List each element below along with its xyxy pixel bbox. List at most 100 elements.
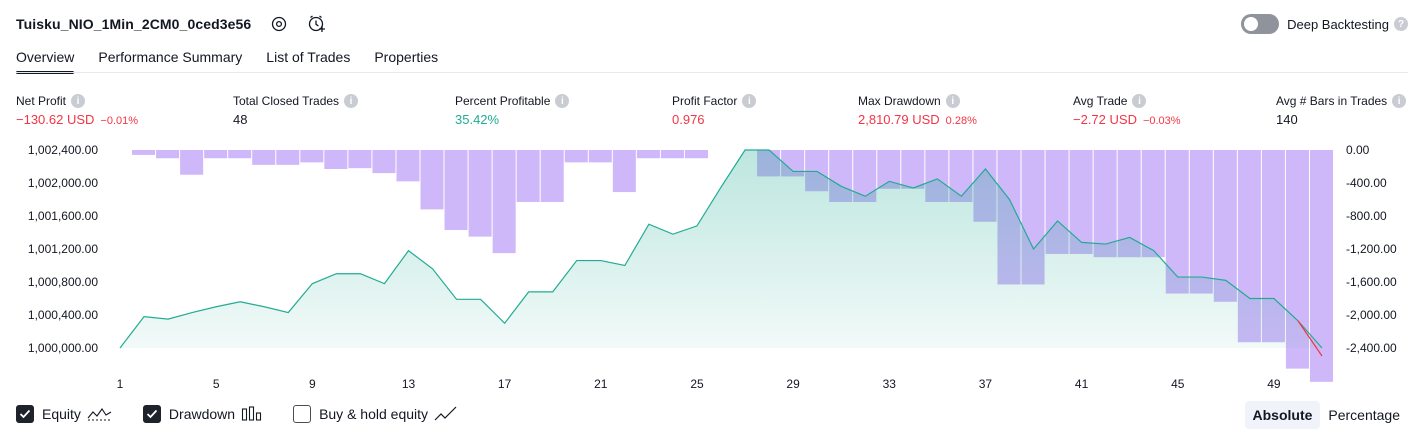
x-axis-tick: 5 <box>213 377 220 391</box>
metric-percent-profitable: Percent Profitable i 35.42% <box>455 92 570 127</box>
metric-value: 0.976 <box>672 112 705 127</box>
metric-net-profit: Net Profit i −130.62 USD −0.01% <box>16 92 138 127</box>
x-axis-tick: 45 <box>1171 377 1185 391</box>
left-axis-tick: 1,002,400.00 <box>28 143 98 157</box>
legend-label: Equity <box>42 406 81 422</box>
drawdown-bar <box>660 150 684 159</box>
deep-backtesting: Deep Backtesting ? <box>1241 12 1408 36</box>
drawdown-bar <box>204 150 228 159</box>
metric-value: −2.72 USD <box>1073 112 1137 127</box>
drawdown-bar <box>588 150 612 163</box>
drawdown-bar <box>853 150 877 202</box>
tab-bar: Overview Performance Summary List of Tra… <box>16 44 462 74</box>
help-icon[interactable]: ? <box>1394 17 1408 31</box>
drawdown-bar <box>1213 150 1237 302</box>
right-axis-tick: -2,400.00 <box>1346 341 1397 355</box>
tab-list-of-trades[interactable]: List of Trades <box>266 49 351 65</box>
tab-performance-summary[interactable]: Performance Summary <box>98 49 243 65</box>
drawdown-bar <box>324 150 348 169</box>
right-axis-tick: -1,600.00 <box>1346 275 1397 289</box>
toggle-knob <box>1244 17 1259 31</box>
x-axis-tick: 21 <box>594 377 608 391</box>
scale-mode: Absolute Percentage <box>1244 401 1409 429</box>
legend-buy-hold[interactable]: Buy & hold equity <box>293 405 458 423</box>
metric-avg-bars: Avg # Bars in Trades i 140 <box>1276 92 1407 127</box>
x-axis-tick: 1 <box>117 377 124 391</box>
metrics-bar: Net Profit i −130.62 USD −0.01% Total Clos… <box>0 92 1424 136</box>
x-axis-tick: 9 <box>309 377 316 391</box>
right-axis-tick: 0.00 <box>1346 143 1370 157</box>
drawdown-bar <box>684 150 708 159</box>
absolute-button[interactable]: Absolute <box>1244 401 1321 429</box>
drawdown-bar <box>300 150 324 163</box>
drawdown-bar <box>901 150 925 189</box>
metric-value: 35.42% <box>455 112 500 127</box>
drawdown-checkbox[interactable] <box>142 405 161 423</box>
drawdown-bar <box>1261 150 1285 343</box>
drawdown-bar <box>228 150 252 159</box>
drawdown-bar <box>612 150 636 193</box>
drawdown-bar <box>492 150 516 254</box>
drawdown-bar <box>949 150 973 202</box>
drawdown-bar <box>252 150 276 165</box>
legend-drawdown[interactable]: Drawdown <box>142 405 263 423</box>
buy-hold-icon <box>434 406 458 422</box>
percentage-button[interactable]: Percentage <box>1328 407 1400 423</box>
legend-label: Drawdown <box>168 406 236 422</box>
left-axis-tick: 1,000,400.00 <box>28 308 98 322</box>
metric-label: Percent Profitable <box>455 94 551 108</box>
info-icon[interactable]: i <box>555 94 570 108</box>
drawdown-bar <box>444 150 468 231</box>
left-axis-tick: 1,001,200.00 <box>28 242 98 256</box>
metric-value: −130.62 USD <box>16 112 95 127</box>
x-axis-tick: 25 <box>690 377 704 391</box>
settings-icon[interactable] <box>269 14 289 34</box>
info-icon[interactable]: i <box>71 94 86 108</box>
drawdown-bar <box>1189 150 1213 294</box>
add-alert-icon[interactable] <box>307 14 327 34</box>
buy-hold-checkbox[interactable] <box>293 405 312 423</box>
drawdown-bar <box>420 150 444 210</box>
right-axis-tick: -2,000.00 <box>1346 308 1397 322</box>
metric-profit-factor: Profit Factor i 0.976 <box>672 92 757 127</box>
drawdown-icon <box>241 406 263 422</box>
x-axis-tick: 37 <box>979 377 993 391</box>
drawdown-bar <box>1117 150 1141 258</box>
drawdown-bar <box>1285 150 1309 369</box>
equity-icon <box>87 406 113 422</box>
tab-properties[interactable]: Properties <box>374 49 439 65</box>
chart-legend: Equity Drawdown Buy & hold equity <box>16 403 488 425</box>
drawdown-bar <box>468 150 492 237</box>
info-icon[interactable]: i <box>1132 94 1147 108</box>
strategy-title: Tuisku_NIO_1Min_2CM0_0ced3e56 <box>16 16 252 32</box>
equity-drawdown-chart[interactable]: 1,002,400.00 1,002,000.00 1,001,600.00 1,00… <box>0 140 1424 400</box>
metric-sub-value: −0.01% <box>100 115 139 127</box>
drawdown-bar <box>1069 150 1093 254</box>
equity-checkbox[interactable] <box>16 405 34 423</box>
legend-label: Buy & hold equity <box>319 406 429 422</box>
info-icon[interactable]: i <box>742 94 757 108</box>
info-icon[interactable]: i <box>344 94 359 108</box>
tab-overview[interactable]: Overview <box>16 44 75 74</box>
x-axis-tick: 49 <box>1267 377 1281 391</box>
drawdown-bar <box>132 150 156 155</box>
deep-backtesting-toggle[interactable] <box>1241 14 1280 34</box>
drawdown-bar <box>1165 150 1189 294</box>
metric-total-closed-trades: Total Closed Trades i 48 <box>233 92 359 127</box>
info-icon[interactable]: i <box>1392 94 1407 108</box>
equity-tail-line <box>1297 320 1323 357</box>
drawdown-bar <box>276 150 300 165</box>
x-axis-tick: 41 <box>1075 377 1089 391</box>
metric-max-drawdown: Max Drawdown i 2,810.79 USD 0.28% <box>858 92 977 127</box>
x-axis-tick: 29 <box>786 377 800 391</box>
info-icon[interactable]: i <box>945 94 960 108</box>
strategy-header: Tuisku_NIO_1Min_2CM0_0ced3e56 <box>16 12 327 36</box>
metric-value: 48 <box>233 112 248 127</box>
metric-label: Avg # Bars in Trades <box>1276 94 1388 108</box>
metric-sub-value: 0.28% <box>945 115 977 127</box>
drawdown-bar <box>1309 150 1334 382</box>
metric-label: Avg Trade <box>1073 94 1128 108</box>
x-axis-tick: 17 <box>498 377 512 391</box>
legend-equity[interactable]: Equity <box>16 405 113 423</box>
right-axis-tick: -1,200.00 <box>1346 242 1397 256</box>
